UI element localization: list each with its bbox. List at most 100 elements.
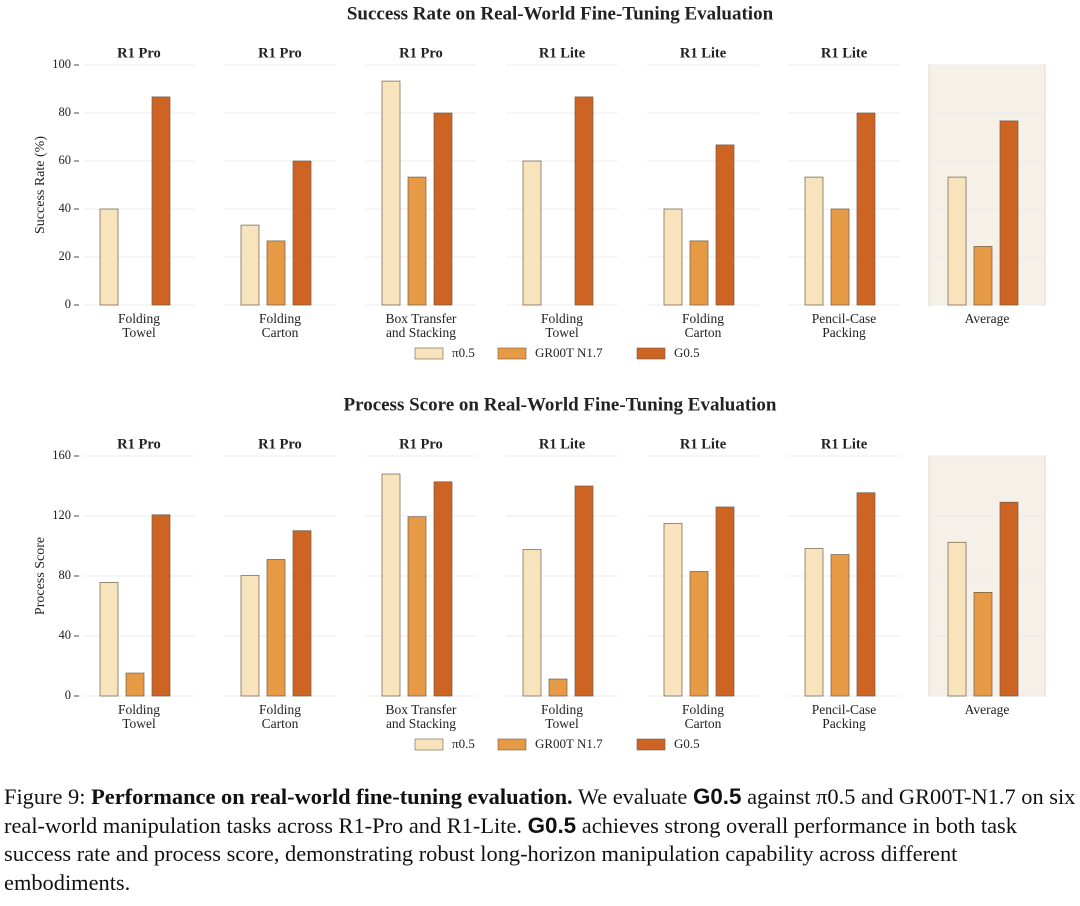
panel-header: R1 Lite <box>539 436 586 452</box>
legend-swatch <box>636 347 666 360</box>
x-tick-label: Folding Towel <box>541 311 583 340</box>
caption-label: Figure 9: <box>4 784 86 809</box>
legend-swatch <box>636 738 666 751</box>
y-tick-label: 0 <box>65 688 71 702</box>
x-tick-label: Folding Towel <box>541 702 583 731</box>
bar <box>947 176 967 306</box>
x-tick-label-line: and Stacking <box>386 325 456 340</box>
legend-label: π0.5 <box>452 345 475 360</box>
x-tick-label-line: Folding <box>118 702 160 717</box>
y-tick-label: 60 <box>59 153 72 167</box>
x-tick-label-line: Folding <box>682 311 724 326</box>
y-tick-label: 120 <box>52 508 71 522</box>
caption-text: achieves strong overall performance in b… <box>4 812 1017 895</box>
legend-label: GR00T N1.7 <box>535 345 603 360</box>
x-tick-label-line: Average <box>965 702 1010 717</box>
bar <box>151 96 171 306</box>
x-tick-label-line: Folding <box>682 702 724 717</box>
panel-header: R1 Lite <box>539 45 586 61</box>
y-axis-label: Success Rate (%) <box>33 136 48 234</box>
legend-label: G0.5 <box>674 736 700 751</box>
bar <box>830 208 850 306</box>
bar <box>151 514 171 697</box>
y-tick-label: 100 <box>52 57 71 71</box>
x-tick-label: Pencil-Case Packing <box>812 311 876 340</box>
panel-header: R1 Pro <box>399 436 443 452</box>
x-tick-label-line: and Stacking <box>386 716 456 731</box>
x-tick-label: Folding Towel <box>118 311 160 340</box>
x-tick-label: Folding Carton <box>259 311 301 340</box>
bar <box>407 516 427 697</box>
panel-header: R1 Lite <box>821 45 868 61</box>
bar <box>266 559 286 697</box>
bar <box>856 492 876 697</box>
bar <box>856 112 876 306</box>
bar <box>381 473 401 697</box>
x-tick-label: Box Transfer and Stacking <box>386 311 457 340</box>
x-tick-label-line: Folding <box>541 702 583 717</box>
bar <box>548 678 568 697</box>
x-tick-label-line: Towel <box>545 716 579 731</box>
bar <box>663 208 683 306</box>
legend-label: G0.5 <box>674 345 700 360</box>
legend-swatch <box>414 347 444 360</box>
bar <box>407 176 427 306</box>
legend-swatch <box>414 738 444 751</box>
x-tick-label-line: Box Transfer <box>386 702 457 717</box>
bar <box>689 571 709 697</box>
bar <box>804 176 824 306</box>
x-tick-label: Box Transfer and Stacking <box>386 702 457 731</box>
panel-header: R1 Pro <box>117 436 161 452</box>
panel-header: R1 Lite <box>821 436 868 452</box>
x-tick-label-line: Pencil-Case <box>812 702 876 717</box>
y-tick-label: 80 <box>59 568 72 582</box>
x-tick-label: Folding Carton <box>682 311 724 340</box>
panel-header: R1 Pro <box>258 436 302 452</box>
bar <box>999 501 1019 697</box>
bar <box>292 160 312 306</box>
y-tick-label: 20 <box>59 249 72 263</box>
chart-title: Success Rate on Real-World Fine-Tuning E… <box>347 3 774 24</box>
panel-header: R1 Pro <box>117 45 161 61</box>
bar <box>804 548 824 697</box>
bar <box>381 80 401 306</box>
bar <box>947 541 967 697</box>
x-tick-label-line: Towel <box>122 325 156 340</box>
caption: Figure 9: Performance on real-world fine… <box>4 783 1078 897</box>
x-tick-label-line: Folding <box>541 311 583 326</box>
bar <box>973 246 993 306</box>
y-axis-label: Process Score <box>33 537 48 615</box>
y-tick-label: 0 <box>65 297 71 311</box>
panel-header: R1 Lite <box>680 45 727 61</box>
bar <box>266 240 286 306</box>
bar <box>574 96 594 306</box>
chart-success: Success Rate on Real-World Fine-Tuning E… <box>33 3 1046 360</box>
legend-label: GR00T N1.7 <box>535 736 603 751</box>
caption-model: G0.5 <box>692 784 742 809</box>
y-tick-label: 80 <box>59 105 72 119</box>
x-tick-label-line: Carton <box>262 325 299 340</box>
x-tick-label-line: Carton <box>685 716 722 731</box>
legend-swatch <box>497 738 527 751</box>
x-tick-label: Average <box>965 311 1010 326</box>
bar <box>240 575 260 697</box>
legend-label: π0.5 <box>452 736 475 751</box>
x-tick-label-line: Carton <box>262 716 299 731</box>
x-tick-label-line: Towel <box>545 325 579 340</box>
x-tick-label-line: Carton <box>685 325 722 340</box>
x-tick-label-line: Box Transfer <box>386 311 457 326</box>
bar <box>433 112 453 306</box>
bar <box>292 530 312 697</box>
bar <box>973 592 993 697</box>
bar <box>240 224 260 306</box>
panel-header: R1 Lite <box>680 436 727 452</box>
x-tick-label-line: Towel <box>122 716 156 731</box>
x-tick-label: Folding Carton <box>259 702 301 731</box>
bar <box>125 672 145 697</box>
x-tick-label: Average <box>965 702 1010 717</box>
y-tick-label: 40 <box>59 201 72 215</box>
panel-header: R1 Pro <box>399 45 443 61</box>
bar <box>99 582 119 697</box>
x-tick-label-line: Average <box>965 311 1010 326</box>
caption-bold: Performance on real-world fine-tuning ev… <box>91 784 573 809</box>
